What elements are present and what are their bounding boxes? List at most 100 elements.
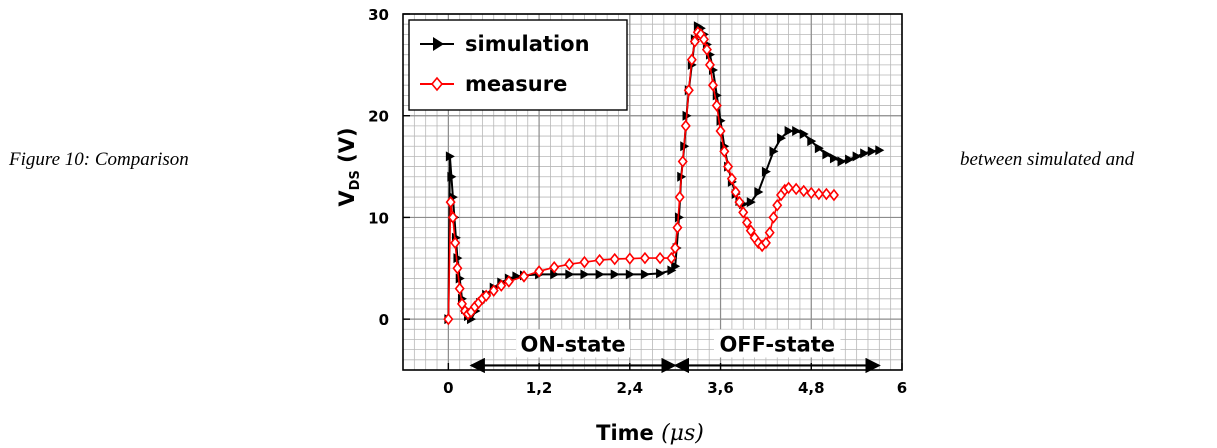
data-point bbox=[595, 269, 605, 280]
x-tick-label: 1,2 bbox=[526, 379, 553, 397]
y-axis-label: V bbox=[335, 190, 359, 207]
data-point bbox=[686, 53, 697, 67]
data-point bbox=[670, 241, 681, 255]
data-point bbox=[610, 269, 620, 280]
data-point bbox=[813, 187, 824, 201]
y-tick-label: 30 bbox=[368, 6, 389, 24]
data-point bbox=[769, 146, 779, 157]
data-point bbox=[454, 282, 465, 295]
data-point bbox=[445, 151, 455, 162]
data-point bbox=[447, 171, 457, 182]
data-point bbox=[671, 261, 681, 272]
data-point bbox=[746, 197, 756, 208]
data-point bbox=[799, 129, 809, 140]
data-point bbox=[783, 181, 794, 195]
data-point bbox=[674, 212, 684, 223]
data-point bbox=[745, 224, 756, 237]
x-axis-unit: (μs) bbox=[661, 421, 704, 446]
data-point bbox=[549, 260, 560, 274]
data-point bbox=[656, 268, 666, 279]
data-point bbox=[730, 185, 741, 199]
data-point bbox=[625, 269, 635, 280]
data-point bbox=[867, 146, 877, 157]
data-point bbox=[837, 156, 847, 167]
data-point bbox=[452, 262, 463, 275]
x-axis-label: Time bbox=[596, 421, 661, 445]
series-layer bbox=[443, 21, 885, 326]
data-point bbox=[807, 136, 817, 147]
data-point bbox=[550, 269, 560, 280]
plot-frame bbox=[402, 13, 903, 371]
x-tick-label: 2,4 bbox=[617, 379, 644, 397]
y-tick-label: 20 bbox=[368, 108, 389, 126]
data-point bbox=[760, 236, 771, 250]
data-point bbox=[768, 211, 779, 224]
data-point bbox=[860, 148, 870, 159]
data-point bbox=[821, 187, 832, 201]
data-point bbox=[741, 216, 753, 229]
data-point bbox=[734, 195, 745, 209]
y-axis-title: VDS (V) bbox=[335, 127, 363, 206]
legend-label-measure: measure bbox=[465, 72, 567, 96]
data-point bbox=[701, 43, 712, 56]
data-point bbox=[666, 251, 677, 265]
data-point bbox=[738, 206, 749, 219]
data-point bbox=[677, 155, 688, 168]
data-point bbox=[445, 195, 456, 209]
data-point bbox=[488, 284, 499, 297]
axes: 0 1,2 2,4 3,6 4,8 6 0 10 20 30 Time (μs) VDS (V) bbox=[335, 6, 907, 446]
data-point bbox=[754, 187, 764, 197]
data-point bbox=[655, 251, 666, 265]
data-point bbox=[496, 279, 507, 292]
legend-label-simulation: simulation bbox=[465, 32, 590, 56]
data-point bbox=[447, 211, 458, 224]
legend: simulation measure bbox=[408, 19, 628, 111]
data-point bbox=[680, 119, 691, 133]
y-axis-subscript: DS bbox=[348, 170, 363, 190]
data-point bbox=[845, 154, 855, 165]
legend-marker-simulation bbox=[433, 37, 444, 51]
data-point bbox=[518, 270, 529, 283]
data-point bbox=[580, 269, 590, 280]
data-point bbox=[624, 252, 635, 265]
data-point bbox=[674, 190, 685, 204]
data-point bbox=[814, 143, 824, 154]
data-point bbox=[481, 289, 492, 303]
state-label-bg bbox=[714, 329, 841, 358]
data-point bbox=[806, 186, 817, 200]
data-point bbox=[698, 33, 709, 46]
data-point bbox=[639, 251, 650, 265]
x-tick-label: 0 bbox=[443, 379, 453, 397]
state-annotations: ON-state OFF-state bbox=[469, 329, 881, 374]
data-point bbox=[711, 99, 722, 112]
data-point bbox=[792, 125, 802, 136]
data-point bbox=[875, 145, 885, 156]
data-point bbox=[443, 312, 454, 326]
data-point bbox=[450, 236, 461, 250]
data-point bbox=[534, 265, 545, 278]
x-tick-label: 4,8 bbox=[798, 379, 825, 397]
data-point bbox=[672, 221, 683, 234]
data-point bbox=[798, 184, 809, 198]
state-label-bg bbox=[516, 329, 631, 358]
caption-right: between simulated and bbox=[960, 149, 1135, 170]
vds-time-chart: ON-state OFF-state simulation measure 0 1,2… bbox=[335, 6, 907, 446]
data-point bbox=[689, 35, 700, 48]
data-point bbox=[723, 160, 734, 173]
data-point bbox=[761, 166, 771, 177]
data-point bbox=[822, 149, 832, 160]
data-point bbox=[777, 133, 787, 144]
y-tick-label: 10 bbox=[368, 209, 389, 227]
y-axis-unit: (V) bbox=[335, 127, 359, 170]
data-point bbox=[784, 125, 794, 136]
data-point bbox=[564, 257, 575, 271]
data-point bbox=[852, 151, 862, 162]
caption-left: Figure 10: Comparison bbox=[9, 149, 189, 170]
data-point bbox=[683, 84, 694, 97]
x-tick-label: 3,6 bbox=[707, 379, 734, 397]
data-point bbox=[726, 172, 737, 186]
state-label: ON-state bbox=[521, 332, 626, 356]
data-point bbox=[503, 275, 514, 288]
data-point bbox=[829, 153, 839, 164]
data-point bbox=[707, 78, 719, 92]
